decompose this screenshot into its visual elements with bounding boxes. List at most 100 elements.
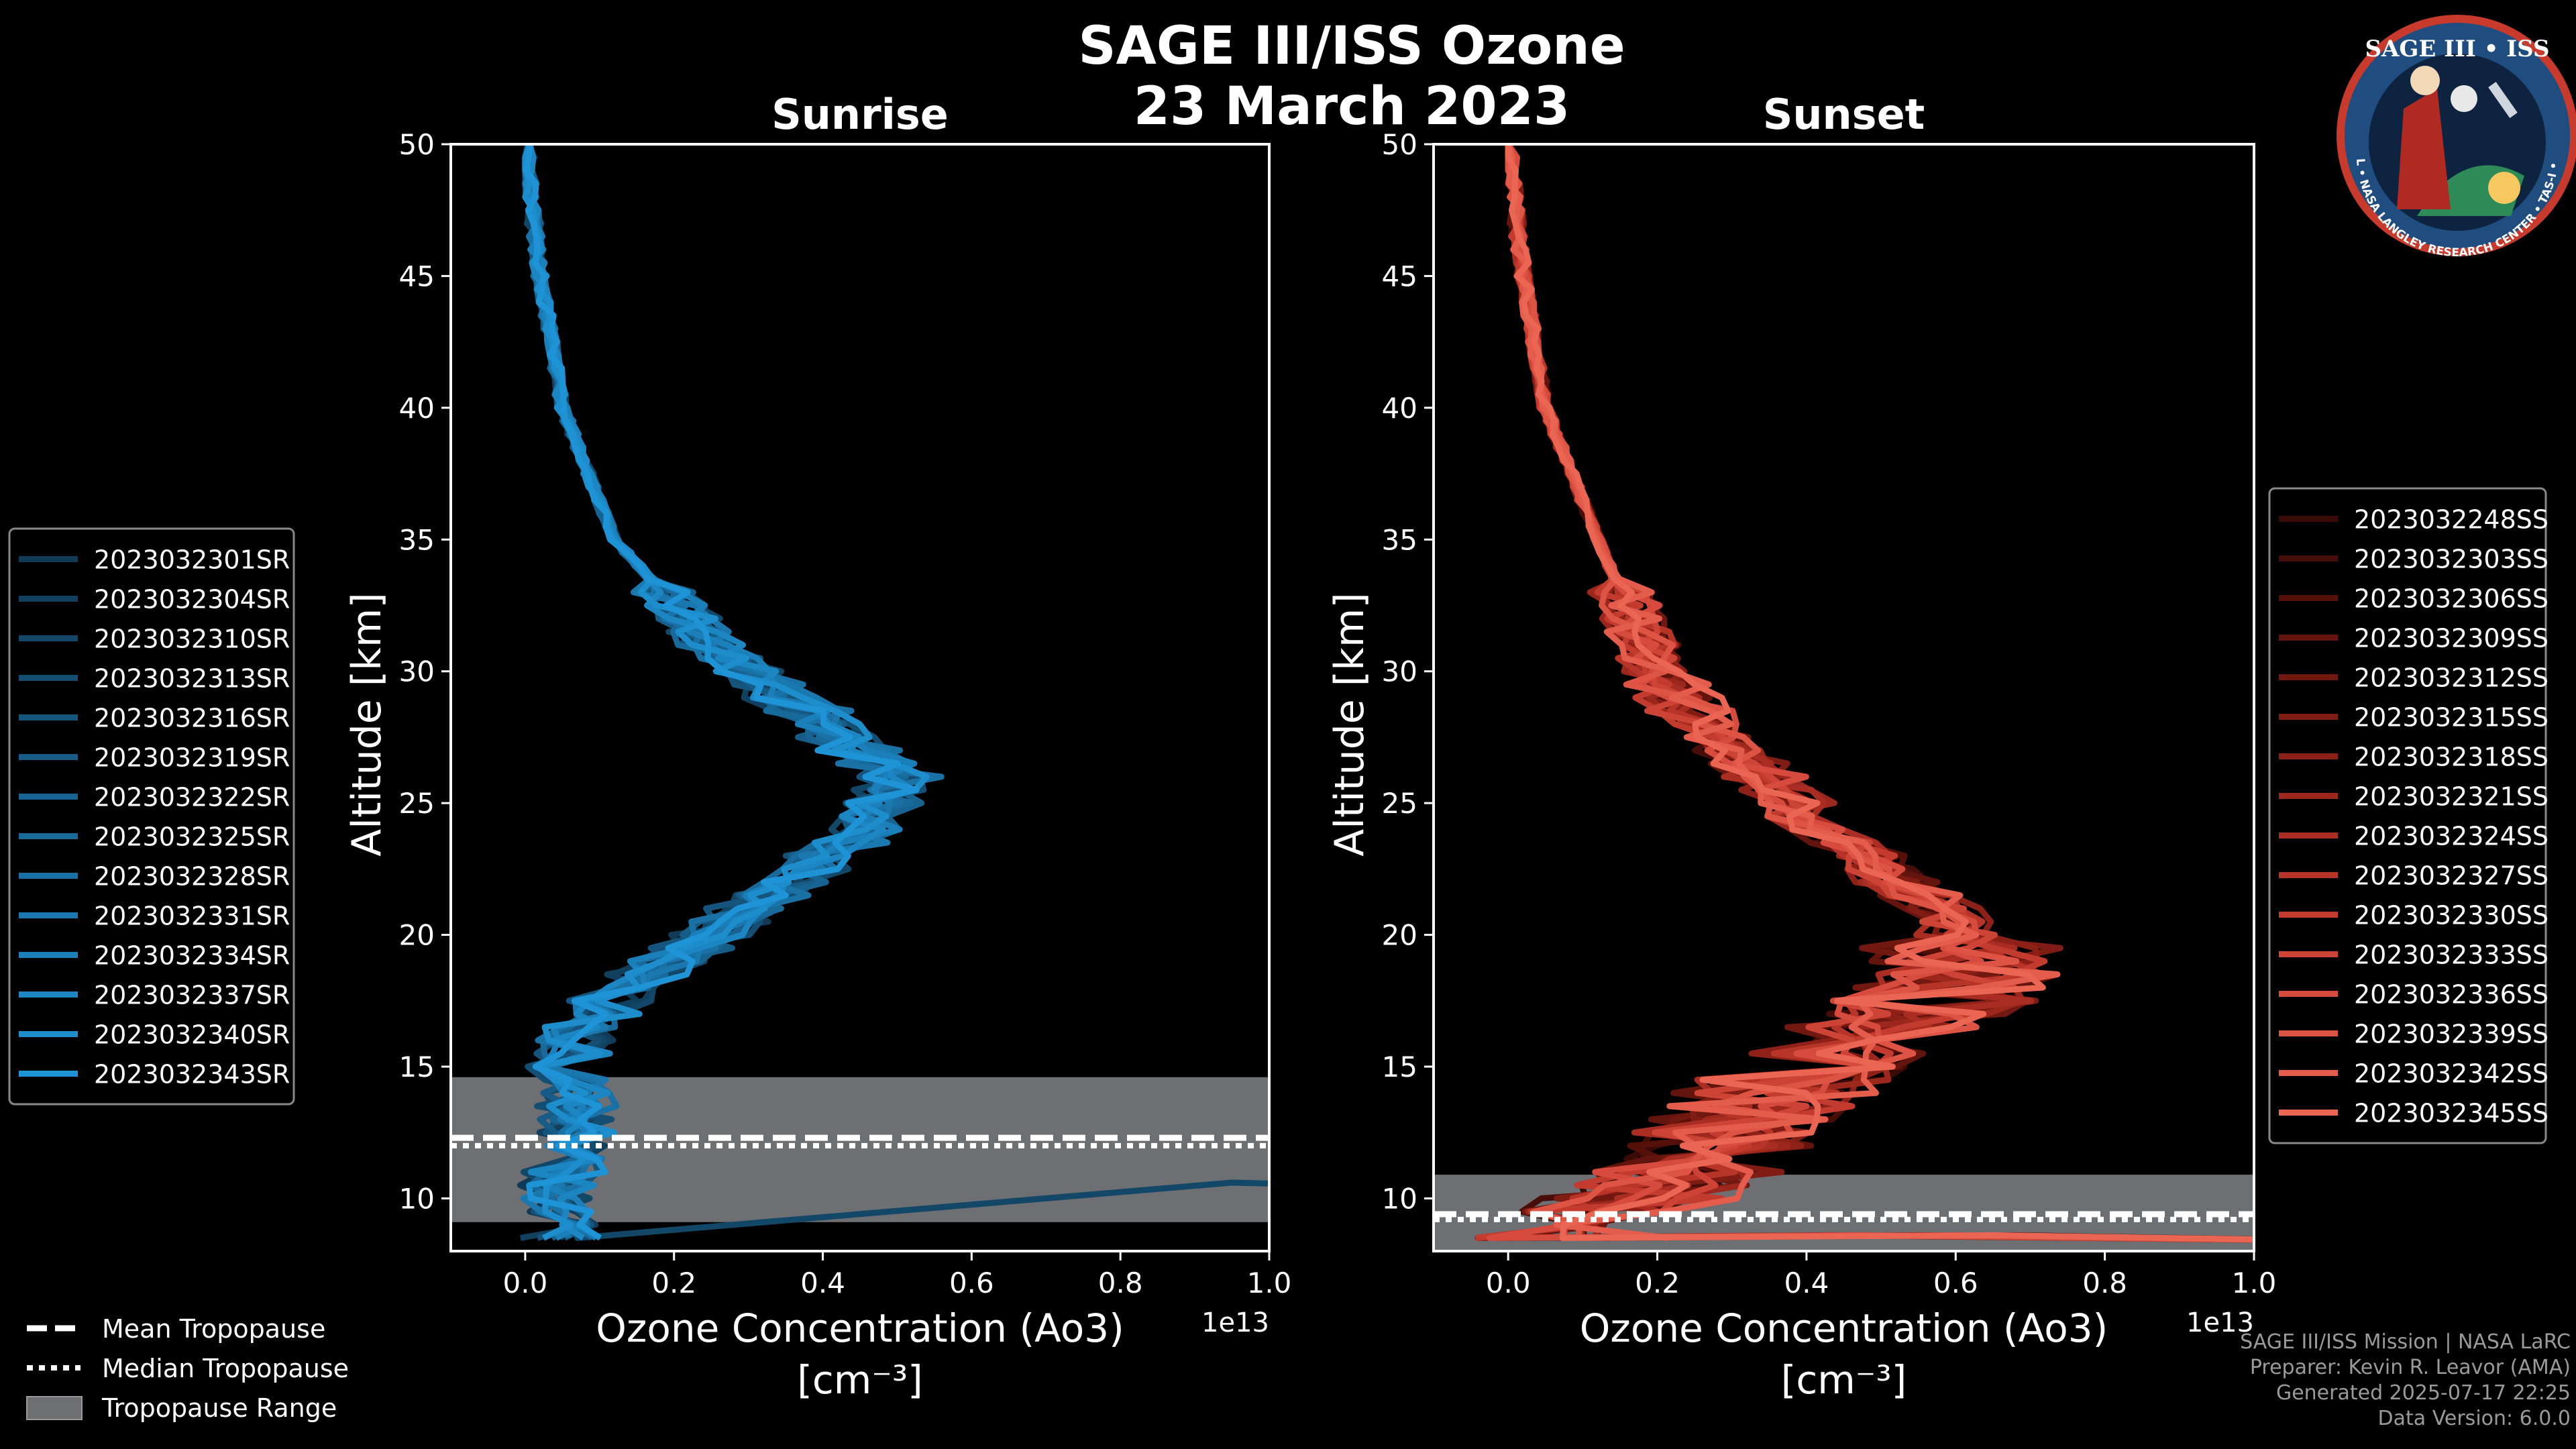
- sunset-legend-label: 2023032330SS: [2354, 901, 2548, 930]
- sunset-ytick-label: 25: [1382, 787, 1417, 820]
- sunrise-profile-line: [523, 144, 920, 1241]
- logo-title: SAGE III • ISS: [2365, 36, 2549, 62]
- sunset-ytick-label: 20: [1382, 919, 1417, 952]
- logo-sage-figure-icon: [2397, 89, 2451, 209]
- sunset-legend-label: 2023032306SS: [2354, 584, 2548, 614]
- sunset-xlabel-unit: [cm⁻³]: [1781, 1357, 1907, 1403]
- figure-title-line1: SAGE III/ISS Ozone: [1078, 16, 1625, 76]
- sunrise-legend-label: 2023032301SR: [94, 545, 290, 575]
- credit-preparer: Preparer: Kevin R. Leavor (AMA): [2249, 1356, 2571, 1379]
- sunset-legend-label: 2023032333SS: [2354, 941, 2548, 970]
- sunrise-legend-label: 2023032331SR: [94, 902, 290, 931]
- sunrise-xtick-label: 0.2: [651, 1267, 696, 1299]
- sunset-ytick-label: 10: [1382, 1182, 1417, 1215]
- sunset-ytick-label: 50: [1382, 128, 1417, 161]
- sunset-ytick-label: 30: [1382, 655, 1417, 688]
- sunset-panel-title: Sunset: [1763, 90, 1925, 139]
- sunrise-legend-label: 2023032334SR: [94, 941, 290, 971]
- sunset-legend: 2023032248SS 2023032303SS 2023032306SS 2023…: [2268, 487, 2548, 1144]
- sunrise-legend-label: 2023032319SR: [94, 743, 290, 773]
- sunrise-xtick-label: 1.0: [1247, 1267, 1292, 1299]
- sunset-profile-line: [1505, 144, 2254, 1243]
- sunrise-legend-label: 2023032325SR: [94, 822, 290, 852]
- sunrise-profile-line: [522, 144, 930, 1241]
- sunset-profile-line: [1505, 144, 2254, 1243]
- sunrise-legend-label: 2023032343SR: [94, 1060, 290, 1089]
- sunset-xtick-label: 0.8: [2082, 1267, 2127, 1299]
- sunrise-ytick-label: 25: [399, 787, 435, 820]
- sunrise-xtick-label: 0.4: [800, 1267, 845, 1299]
- logo-iss-icon: [2488, 82, 2518, 118]
- sunrise-legend-label: 2023032313SR: [94, 664, 290, 694]
- sunset-ytick-label: 40: [1382, 392, 1417, 425]
- sunset-legend-box: [2268, 487, 2547, 1144]
- sunrise-ytick-label: 35: [399, 523, 435, 556]
- sunset-xtick-label: 0.6: [1933, 1267, 1978, 1299]
- legends: 2023032301SR 2023032304SR 2023032310SR 2023…: [8, 487, 2548, 1423]
- sunrise-xlabel: Ozone Concentration (Ao3): [596, 1305, 1124, 1351]
- sunset-legend-label: 2023032312SS: [2354, 663, 2548, 693]
- sunrise-xtick-label: 0.8: [1098, 1267, 1143, 1299]
- credit-generated: Generated 2025-07-17 22:25: [2275, 1381, 2571, 1405]
- sunset-profile-line: [1474, 144, 2254, 1243]
- sunrise-legend-label: 2023032316SR: [94, 704, 290, 733]
- sunrise-ylabel: Altitude [km]: [343, 592, 390, 857]
- sunset-xtick-label: 1.0: [2232, 1267, 2277, 1299]
- sunrise-xtick-label: 0.0: [503, 1267, 548, 1299]
- sunrise-profile-line: [520, 144, 1269, 1241]
- sunset-xlabel: Ozone Concentration (Ao3): [1580, 1305, 2108, 1351]
- sunset-profile-line: [1487, 144, 2254, 1243]
- sunrise-xlabel-unit: [cm⁻³]: [797, 1357, 923, 1403]
- logo-sun-icon: [2488, 172, 2520, 204]
- sunset-x-scale-label: 1e13: [2186, 1307, 2254, 1338]
- figure-title-line2: 23 March 2023: [1134, 76, 1570, 137]
- sunset-profile-line: [1505, 144, 2061, 1241]
- sunrise-ytick-label: 45: [399, 260, 435, 292]
- sunset-legend-label: 2023032324SS: [2354, 822, 2548, 851]
- sunrise-legend-label: 2023032328SR: [94, 862, 290, 892]
- sunrise-ytick-label: 50: [399, 128, 435, 161]
- sunset-ytick-label: 35: [1382, 523, 1417, 556]
- sunrise-legend-label: 2023032310SR: [94, 625, 290, 654]
- sunrise-ytick-label: 10: [399, 1182, 435, 1215]
- sunrise-panel: 0.0 0.2 0.4 0.6 0.8 1.0 10 15 20 25 30 35 40 45 50 1e13…: [343, 90, 1292, 1403]
- sunset-legend-label: 2023032303SS: [2354, 545, 2548, 574]
- tropopause-range-swatch: [26, 1396, 83, 1420]
- credits-block: SAGE III/ISS Mission | NASA LaRC Prepare…: [2240, 1330, 2571, 1432]
- sunset-legend-label: 2023032342SS: [2354, 1059, 2548, 1089]
- sunrise-panel-title: Sunrise: [771, 90, 949, 139]
- sunset-legend-label: 2023032336SS: [2354, 980, 2548, 1010]
- sunset-panel: 0.0 0.2 0.4 0.6 0.8 1.0 10 15 20 25 30 35 40 45 50 1e13…: [1326, 90, 2277, 1403]
- sunrise-legend-label: 2023032337SR: [94, 981, 290, 1010]
- sunrise-legend-label: 2023032340SR: [94, 1020, 290, 1050]
- sunrise-x-scale-label: 1e13: [1201, 1307, 1269, 1338]
- sunrise-legend-box: [8, 527, 295, 1106]
- sunset-xtick-label: 0.4: [1784, 1267, 1829, 1299]
- tropopause-legend: Mean Tropopause Median Tropopause Tropopau…: [26, 1314, 349, 1423]
- sunset-legend-label: 2023032248SS: [2354, 505, 2548, 535]
- sunrise-axes-frame: [449, 143, 1271, 1252]
- sunset-profile-line: [1505, 144, 2254, 1243]
- tropopause-legend-label: Tropopause Range: [101, 1393, 337, 1423]
- sunrise-profiles: [517, 144, 1269, 1241]
- sunset-legend-label: 2023032321SS: [2354, 782, 2548, 812]
- logo-moon-icon: [2451, 85, 2477, 112]
- sunset-ylabel: Altitude [km]: [1326, 592, 1373, 857]
- logo-sage-head-icon: [2410, 66, 2440, 95]
- sunrise-legend: 2023032301SR 2023032304SR 2023032310SR 2023…: [8, 527, 295, 1106]
- sunset-legend-label: 2023032315SS: [2354, 703, 2548, 733]
- sunrise-legend-label: 2023032322SR: [94, 783, 290, 812]
- sunset-legend-label: 2023032309SS: [2354, 624, 2548, 653]
- sunset-ytick-label: 15: [1382, 1051, 1417, 1083]
- chart-panels: 0.0 0.2 0.4 0.6 0.8 1.0 10 15 20 25 30 35 40 45 50 1e13…: [343, 90, 2277, 1403]
- sunrise-xtick-label: 0.6: [949, 1267, 994, 1299]
- sunset-legend-label: 2023032339SS: [2354, 1020, 2548, 1049]
- tropopause-legend-label: Mean Tropopause: [102, 1314, 325, 1344]
- sunrise-ytick-label: 30: [399, 655, 435, 688]
- sunrise-ytick-label: 20: [399, 919, 435, 952]
- sunset-legend-label: 2023032327SS: [2354, 861, 2548, 891]
- credit-data-version: Data Version: 6.0.0: [2377, 1407, 2571, 1430]
- sunset-legend-label: 2023032318SS: [2354, 743, 2548, 772]
- sunset-xtick-label: 0.2: [1635, 1267, 1680, 1299]
